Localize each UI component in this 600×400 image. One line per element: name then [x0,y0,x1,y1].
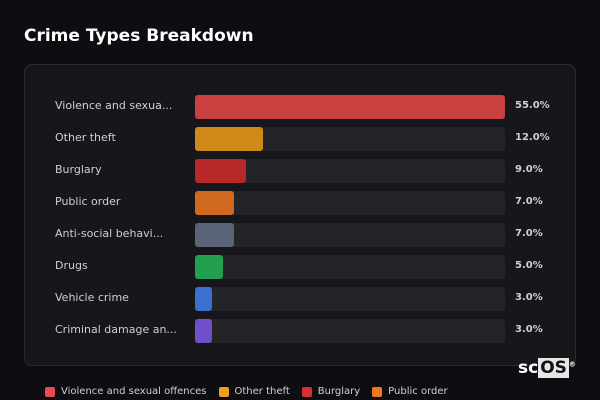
scos-logo: sc OS ® [518,358,576,378]
bar-track [195,223,505,247]
bar-row: Public order 7.0% [25,191,575,215]
legend-label: Public order [388,386,448,397]
legend-swatch [372,386,383,397]
legend: Violence and sexual offences Other theft B… [45,386,448,397]
legend-item[interactable]: Public order [372,386,448,397]
value-label: 12.0% [515,132,550,143]
bar-track [195,127,505,151]
category-label: Violence and sexua... [55,99,173,112]
category-label: Other theft [55,131,116,144]
legend-item[interactable]: Burglary [301,386,361,397]
bar-row: Burglary 9.0% [25,159,575,183]
bar-track [195,255,505,279]
bar-row: Drugs 5.0% [25,255,575,279]
bar[interactable] [195,191,235,215]
legend-item[interactable]: Violence and sexual offences [45,386,207,397]
logo-text-box: OS [538,358,569,378]
logo-mark: ® [568,360,576,369]
bar-track [195,191,505,215]
chart-title: Crime Types Breakdown [24,26,254,46]
bar[interactable] [195,159,246,183]
bar-track [195,95,505,119]
logo-text: sc [518,358,539,378]
category-label: Vehicle crime [55,291,129,304]
value-label: 7.0% [515,228,543,239]
legend-swatch [301,386,312,397]
bar-row: Criminal damage an... 3.0% [25,319,575,343]
bar-row: Other theft 12.0% [25,127,575,151]
bar[interactable] [195,319,212,343]
bar-track [195,287,505,311]
value-label: 5.0% [515,260,543,271]
bar-row: Vehicle crime 3.0% [25,287,575,311]
bar[interactable] [195,223,235,247]
category-label: Public order [55,195,121,208]
bar[interactable] [195,287,212,311]
value-label: 9.0% [515,164,543,175]
category-label: Anti-social behavi... [55,227,164,240]
category-label: Burglary [55,163,102,176]
bar[interactable] [195,95,505,119]
legend-label: Other theft [234,386,290,397]
value-label: 3.0% [515,324,543,335]
legend-label: Violence and sexual offences [61,386,207,397]
legend-swatch [45,386,55,397]
category-label: Criminal damage an... [55,323,177,336]
bar-row: Anti-social behavi... 7.0% [25,223,575,247]
value-label: 55.0% [515,100,550,111]
bar[interactable] [195,127,263,151]
bar-row: Violence and sexua... 55.0% [25,95,575,119]
legend-swatch [218,386,229,397]
category-label: Drugs [55,259,88,272]
bar-track [195,159,505,183]
bar-track [195,319,505,343]
legend-item[interactable]: Other theft [218,386,290,397]
chart-card: Violence and sexua... 55.0% Other theft 1… [24,64,576,366]
bar[interactable] [195,255,224,279]
value-label: 3.0% [515,292,543,303]
value-label: 7.0% [515,196,543,207]
legend-label: Burglary [317,386,361,397]
